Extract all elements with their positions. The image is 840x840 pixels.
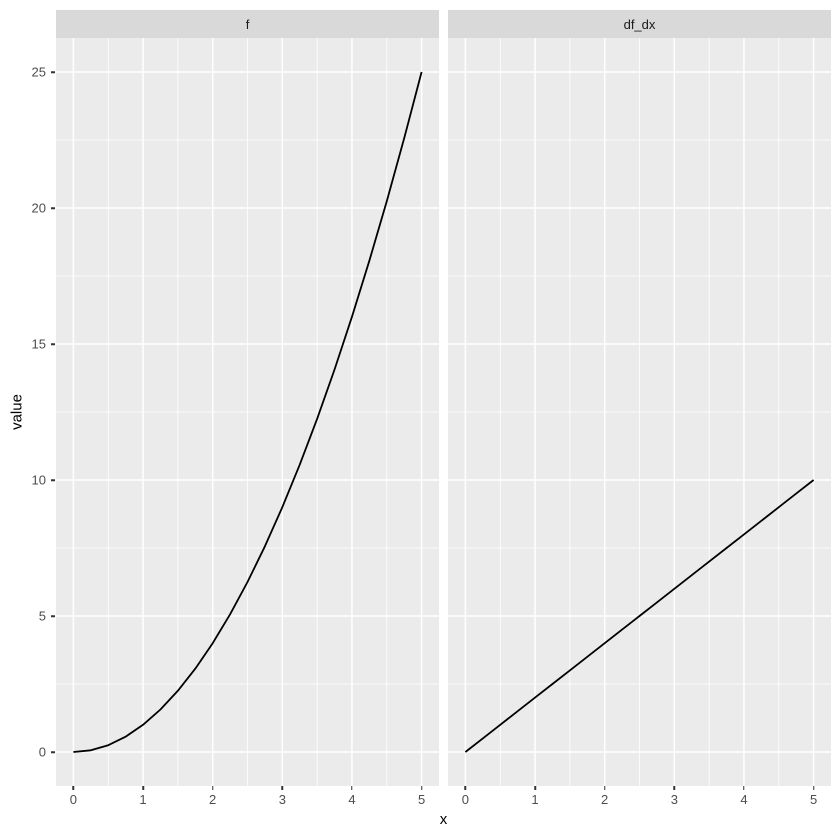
y-tick-label: 5 [38,608,46,624]
y-tick-mark [51,71,55,73]
x-tick-mark [464,786,467,790]
y-tick-label: 15 [31,336,46,352]
x-tick-label: 4 [348,792,356,807]
facet-strip-df_dx: df_dx [448,10,831,38]
plot-panel-f [56,38,439,786]
x-tick-label: 3 [670,792,678,807]
x-tick-mark [743,786,745,790]
x-tick-mark [534,786,536,790]
x-tick-label: 0 [69,792,78,807]
x-tick-label: 3 [278,792,286,807]
y-tick-label: 10 [31,472,46,488]
y-axis-title: value [8,394,26,430]
x-tick-label: 1 [139,792,147,807]
y-tick-mark [51,343,55,345]
y-tick-label: 25 [31,64,46,80]
y-tick-mark [51,479,55,481]
x-tick-mark [351,786,353,790]
facet-strip-label: df_dx [623,16,656,32]
x-tick-mark [812,786,815,790]
x-tick-label: 2 [209,792,217,807]
panel-canvas-df_dx [448,38,831,786]
y-tick-label: 20 [31,200,46,216]
line-series-f [73,71,423,753]
x-tick-mark [673,786,676,790]
plot-panel-df_dx [448,38,831,786]
facet-strip-label: f [245,16,250,32]
y-tick-mark [51,751,55,753]
panel-canvas-f [56,38,439,786]
line-series-df_dx [464,479,815,753]
x-tick-mark [420,786,423,790]
y-tick-label: 0 [38,744,46,760]
x-tick-mark [281,786,284,790]
x-tick-mark [211,786,214,790]
x-tick-label: 4 [740,792,748,807]
y-tick-mark [51,207,55,209]
x-tick-label: 1 [531,792,539,807]
x-axis-title: x [439,811,448,828]
x-tick-mark [142,786,144,790]
x-tick-label: 5 [809,792,818,807]
facet-strip-f: f [56,10,439,38]
x-tick-mark [603,786,606,790]
x-tick-label: 2 [601,792,609,807]
y-tick-mark [51,615,55,617]
x-tick-label: 0 [461,792,470,807]
x-tick-label: 5 [417,792,426,807]
x-tick-mark [72,786,75,790]
